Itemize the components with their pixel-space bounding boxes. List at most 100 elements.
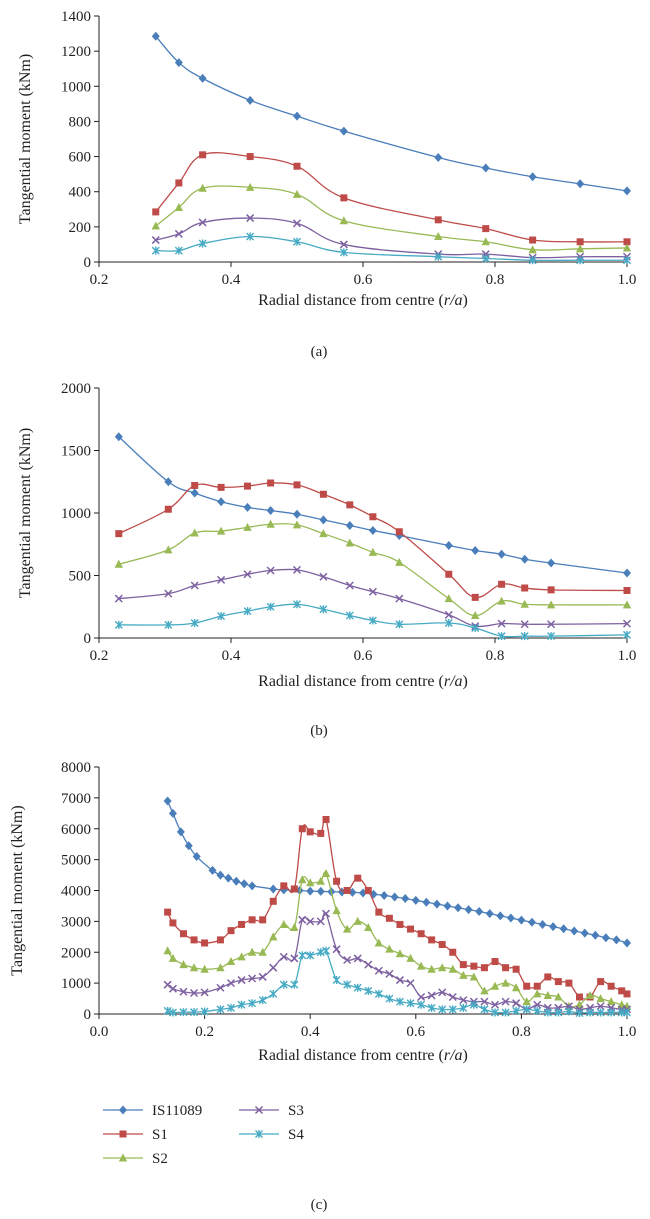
data-point-s1 xyxy=(190,936,198,944)
x-tick-label: 0.8 xyxy=(486,272,505,288)
x-tick-label: 0.8 xyxy=(512,1024,531,1040)
data-point-s3 xyxy=(198,218,207,227)
data-point-s2 xyxy=(151,221,160,230)
data-point-s3 xyxy=(190,988,199,998)
data-point-s2 xyxy=(480,986,489,995)
data-point-s3 xyxy=(290,954,299,963)
data-point-s2 xyxy=(198,183,207,192)
data-point-s1 xyxy=(565,979,573,987)
series-s1 xyxy=(152,151,631,246)
data-point-s2 xyxy=(546,600,556,609)
data-point-is11089 xyxy=(306,886,315,896)
y-tick-label: 2000 xyxy=(61,945,91,961)
data-point-s2 xyxy=(226,957,236,966)
data-point-s1 xyxy=(445,570,453,578)
data-point-s2 xyxy=(290,923,299,932)
y-tick-label: 600 xyxy=(69,150,92,166)
data-point-s4 xyxy=(481,254,490,263)
data-point-s4 xyxy=(586,1008,595,1017)
y-tick-label: 0 xyxy=(84,1007,92,1023)
series-s3 xyxy=(151,214,632,262)
data-point-s3 xyxy=(190,581,199,590)
series-s4 xyxy=(114,600,631,641)
data-point-s1 xyxy=(169,919,177,927)
y-tick-label: 0 xyxy=(84,255,92,271)
data-point-s4 xyxy=(266,602,275,611)
data-point-s1 xyxy=(322,815,330,823)
data-point-s4 xyxy=(269,989,278,998)
legend: IS11089 S1 S2 S3 S4 xyxy=(103,1103,304,1167)
data-point-s1 xyxy=(385,914,393,922)
data-point-s4 xyxy=(290,980,299,989)
y-axis-title: Tangential moment (kNm) xyxy=(9,805,26,975)
data-point-is11089 xyxy=(401,894,410,904)
data-point-s4 xyxy=(353,983,362,992)
data-point-s1 xyxy=(306,828,314,836)
data-point-s2 xyxy=(279,919,288,928)
data-point-s2 xyxy=(321,869,331,878)
data-point-s3 xyxy=(292,565,302,574)
data-point-s4 xyxy=(168,1008,177,1017)
x-tick-label: 0.6 xyxy=(354,648,373,664)
data-point-is11089 xyxy=(339,126,348,136)
legend-swatch-marker xyxy=(119,1105,127,1115)
data-point-s2 xyxy=(438,963,447,972)
data-point-is11089 xyxy=(184,841,193,851)
data-point-is11089 xyxy=(190,488,199,498)
data-point-is11089 xyxy=(243,502,252,512)
data-point-s3 xyxy=(319,572,328,581)
data-point-s2 xyxy=(164,545,173,554)
data-point-s4 xyxy=(200,1007,209,1016)
data-point-s4 xyxy=(406,999,415,1008)
data-point-s2 xyxy=(200,964,209,973)
data-point-is11089 xyxy=(496,911,505,921)
series-is11089 xyxy=(114,432,631,578)
data-point-s1 xyxy=(293,481,301,489)
legend-swatch-marker xyxy=(118,1153,128,1162)
y-tick-label: 2000 xyxy=(61,381,91,397)
data-point-s1 xyxy=(417,930,425,938)
data-point-s1 xyxy=(498,580,506,588)
data-point-s3 xyxy=(269,963,278,972)
data-point-is11089 xyxy=(471,546,480,555)
legend-entry-is11089: IS11089 xyxy=(103,1103,202,1119)
series-s3 xyxy=(163,909,632,1014)
x-tick-label: 0.2 xyxy=(195,1024,214,1040)
data-point-s4 xyxy=(554,1008,563,1017)
data-point-s4 xyxy=(438,1005,447,1014)
data-point-s2 xyxy=(342,924,352,933)
data-point-s4 xyxy=(343,980,352,989)
data-point-s2 xyxy=(533,989,542,998)
data-point-s2 xyxy=(345,538,354,547)
data-point-s4 xyxy=(564,1007,573,1016)
data-point-s4 xyxy=(522,1005,531,1014)
x-tick-label: 0.2 xyxy=(90,272,109,288)
data-point-s3 xyxy=(114,594,123,603)
data-point-s2 xyxy=(622,600,632,609)
data-point-s2 xyxy=(528,245,537,254)
data-point-s2 xyxy=(319,529,328,538)
data-point-s2 xyxy=(368,547,378,556)
data-point-s1 xyxy=(319,490,327,498)
data-point-s4 xyxy=(345,611,354,620)
data-point-is11089 xyxy=(538,919,547,929)
y-tick-label: 1200 xyxy=(61,44,91,60)
data-point-s3 xyxy=(512,999,521,1008)
data-point-s3 xyxy=(480,997,489,1006)
data-point-s2 xyxy=(395,949,405,958)
data-point-s2 xyxy=(364,923,373,932)
data-point-s4 xyxy=(198,239,207,248)
data-point-s3 xyxy=(406,979,415,988)
data-point-s4 xyxy=(364,986,373,995)
data-point-is11089 xyxy=(528,172,537,182)
x-tick-label: 1.0 xyxy=(618,1024,637,1040)
data-point-s1 xyxy=(340,194,348,202)
data-point-s2 xyxy=(243,522,252,531)
y-tick-label: 8000 xyxy=(61,760,91,776)
data-point-s4 xyxy=(395,620,404,629)
y-tick-label: 3000 xyxy=(61,914,91,930)
series-s1 xyxy=(115,479,631,601)
data-point-s3 xyxy=(237,976,246,985)
data-point-is11089 xyxy=(246,95,255,105)
x-tick-label: 0.2 xyxy=(90,648,109,664)
